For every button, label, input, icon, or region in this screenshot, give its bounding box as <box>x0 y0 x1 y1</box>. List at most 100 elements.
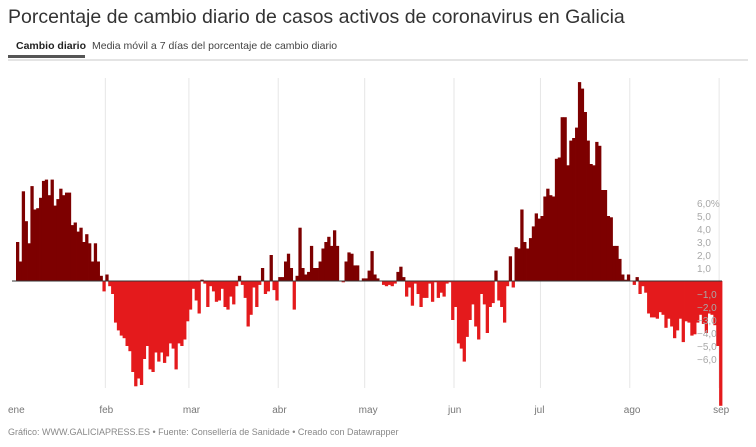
bar <box>47 195 51 281</box>
bar <box>624 279 628 281</box>
bar <box>304 274 308 281</box>
bar <box>439 281 443 293</box>
bar <box>661 281 665 315</box>
bar <box>673 281 677 339</box>
y-tick-label: 4,0 <box>697 225 711 236</box>
bar <box>523 242 527 281</box>
y-tick-label: −4,0 <box>697 329 717 340</box>
tab-media-movil[interactable]: Media móvil a 7 días del porcentaje de c… <box>92 40 338 52</box>
bar <box>554 158 559 281</box>
bar <box>174 281 178 370</box>
bar <box>64 192 69 281</box>
bar <box>488 281 492 307</box>
bar <box>283 261 288 281</box>
bar <box>390 281 394 287</box>
bar <box>137 281 141 379</box>
bar <box>151 281 155 372</box>
bar <box>546 188 550 281</box>
bar <box>393 281 397 284</box>
bar <box>560 117 564 281</box>
bar <box>649 281 654 318</box>
y-tick-label: 2,0 <box>697 251 711 262</box>
bar <box>632 281 636 285</box>
bar <box>433 281 438 283</box>
bar <box>448 281 452 283</box>
y-tick-label: 1,0 <box>697 264 711 275</box>
bar <box>165 281 170 357</box>
bar <box>410 281 415 306</box>
bar <box>21 191 26 281</box>
x-tick-label: jun <box>447 405 461 416</box>
bar <box>183 281 187 340</box>
bar <box>160 281 164 353</box>
y-tick-label: 5,0 <box>697 212 711 223</box>
bar <box>482 281 487 305</box>
bar <box>255 281 259 307</box>
y-tick-label: −5,0 <box>697 342 717 353</box>
bar <box>664 281 668 328</box>
bar <box>517 248 521 281</box>
bar <box>278 277 282 281</box>
bar <box>272 281 276 291</box>
bar <box>194 281 198 301</box>
y-tick-label: 3,0 <box>697 238 711 249</box>
bar <box>206 281 210 307</box>
bar <box>396 271 400 281</box>
bar <box>162 281 167 363</box>
bar <box>113 281 118 323</box>
bar <box>526 248 530 281</box>
bar <box>474 281 478 327</box>
bar <box>211 281 216 292</box>
bar <box>131 281 135 372</box>
x-tick-label: jul <box>533 405 544 416</box>
bar <box>655 281 660 319</box>
bar <box>53 205 57 281</box>
bar <box>528 238 533 281</box>
bar <box>644 281 648 293</box>
bar <box>260 268 265 281</box>
bar <box>615 245 619 281</box>
bar <box>232 281 236 305</box>
x-tick-label: may <box>359 405 378 416</box>
bar <box>606 216 611 281</box>
bar <box>85 234 89 281</box>
bar <box>243 281 247 298</box>
bar <box>684 281 688 322</box>
bar <box>168 281 173 344</box>
bar <box>353 265 357 281</box>
bar <box>373 274 377 281</box>
bar <box>704 281 708 333</box>
tab-cambio-diario[interactable]: Cambio diario <box>16 40 87 52</box>
bar <box>330 245 334 281</box>
bar <box>16 242 20 281</box>
bar <box>693 281 697 335</box>
bar <box>367 270 371 281</box>
bar <box>707 281 711 314</box>
bar <box>626 274 631 281</box>
bar <box>200 279 204 281</box>
bar <box>678 281 683 319</box>
bar <box>658 281 662 313</box>
bar <box>289 268 294 281</box>
bar <box>719 281 723 406</box>
bar <box>491 281 495 304</box>
bar <box>598 145 602 281</box>
bar <box>188 281 193 310</box>
bar <box>292 281 296 310</box>
bar <box>286 253 291 281</box>
bar <box>638 281 642 294</box>
bar <box>116 281 121 331</box>
tab-bar: Cambio diario Media móvil a 7 días del p… <box>8 38 748 61</box>
y-tick-label: −3,0 <box>697 316 717 327</box>
bar <box>258 281 262 285</box>
bar <box>425 281 429 298</box>
bar <box>62 195 66 281</box>
bar <box>635 277 639 281</box>
bar <box>413 281 417 284</box>
y-tick-label: −2,0 <box>697 303 717 314</box>
bar <box>572 138 576 281</box>
bar <box>111 281 115 294</box>
active-tab-indicator <box>8 55 85 58</box>
bar <box>508 256 513 281</box>
